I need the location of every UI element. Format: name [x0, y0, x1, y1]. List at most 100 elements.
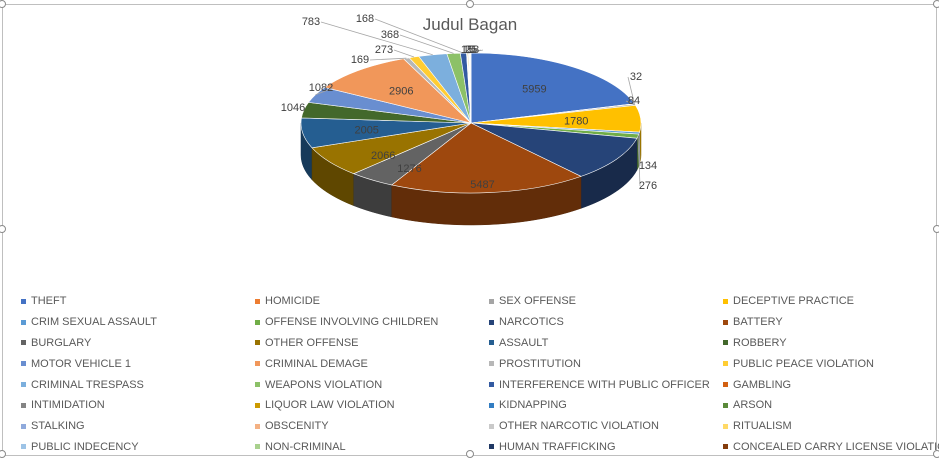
legend-swatch	[255, 299, 260, 304]
legend-item-8[interactable]: BURGLARY	[19, 333, 253, 354]
chart-title: Judul Bagan	[423, 15, 518, 34]
legend-item-0[interactable]: THEFT	[19, 291, 253, 312]
legend-item-29[interactable]: NON-CRIMINAL	[253, 437, 487, 458]
legend-label: ROBBERY	[733, 337, 787, 349]
legend-swatch	[255, 320, 260, 325]
resize-handle-top-center[interactable]	[466, 0, 474, 8]
data-label-2: 84	[628, 95, 640, 107]
legend-label: MOTOR VEHICLE 1	[31, 358, 131, 370]
legend-item-18[interactable]: INTERFERENCE WITH PUBLIC OFFICER	[487, 374, 721, 395]
legend-label: CRIMINAL DEMAGE	[265, 358, 368, 370]
legend-label: BATTERY	[733, 316, 783, 328]
legend-swatch	[21, 320, 26, 325]
data-label-11: 1046	[281, 102, 305, 114]
pie-chart: Judul Bagan 5959328417801342765487127620…	[3, 5, 938, 295]
legend-label: CRIM SEXUAL ASSAULT	[31, 316, 157, 328]
legend-label: LIQUOR LAW VIOLATION	[265, 399, 395, 411]
legend-item-9[interactable]: OTHER OFFENSE	[253, 333, 487, 354]
data-label-9: 2066	[371, 150, 395, 162]
resize-handle-bottom-left[interactable]	[0, 450, 6, 458]
pie-top	[301, 53, 641, 193]
legend-label: WEAPONS VIOLATION	[265, 379, 382, 391]
legend-swatch	[489, 340, 494, 345]
legend-item-28[interactable]: PUBLIC INDECENCY	[19, 437, 253, 458]
legend-item-23[interactable]: ARSON	[721, 395, 939, 416]
data-label-12: 1082	[309, 82, 333, 94]
data-label-16: 783	[302, 16, 320, 28]
legend-label: NON-CRIMINAL	[265, 441, 346, 453]
legend-swatch	[489, 382, 494, 387]
legend-item-19[interactable]: GAMBLING	[721, 374, 939, 395]
legend-item-7[interactable]: BATTERY	[721, 312, 939, 333]
legend-swatch	[489, 320, 494, 325]
legend-item-12[interactable]: MOTOR VEHICLE 1	[19, 353, 253, 374]
legend-swatch	[489, 299, 494, 304]
leader-line-17	[400, 35, 454, 53]
legend-swatch	[723, 320, 728, 325]
legend-swatch	[255, 444, 260, 449]
resize-handle-bottom-center[interactable]	[466, 450, 474, 458]
legend-label: CRIMINAL TRESPASS	[31, 379, 144, 391]
legend-label: DECEPTIVE PRACTICE	[733, 295, 854, 307]
legend-item-26[interactable]: OTHER NARCOTIC VIOLATION	[487, 416, 721, 437]
legend-item-30[interactable]: HUMAN TRAFFICKING	[487, 437, 721, 458]
legend-item-15[interactable]: PUBLIC PEACE VIOLATION	[721, 353, 939, 374]
legend-swatch	[21, 382, 26, 387]
legend-item-16[interactable]: CRIMINAL TRESPASS	[19, 374, 253, 395]
legend-item-27[interactable]: RITUALISM	[721, 416, 939, 437]
legend-label: NARCOTICS	[499, 316, 564, 328]
legend-item-14[interactable]: PROSTITUTION	[487, 353, 721, 374]
resize-handle-bottom-right[interactable]	[933, 450, 939, 458]
legend-item-13[interactable]: CRIMINAL DEMAGE	[253, 353, 487, 374]
legend-label: OTHER NARCOTIC VIOLATION	[499, 420, 659, 432]
legend-item-10[interactable]: ASSAULT	[487, 333, 721, 354]
data-label-3: 1780	[564, 115, 588, 127]
legend-item-6[interactable]: NARCOTICS	[487, 312, 721, 333]
legend-item-11[interactable]: ROBBERY	[721, 333, 939, 354]
data-label-4: 134	[639, 160, 657, 172]
legend-item-22[interactable]: KIDNAPPING	[487, 395, 721, 416]
legend-item-31[interactable]: CONCEALED CARRY LICENSE VIOLATION	[721, 437, 939, 458]
legend-swatch	[255, 382, 260, 387]
legend-label: PUBLIC INDECENCY	[31, 441, 139, 453]
legend-item-5[interactable]: OFFENSE INVOLVING CHILDREN	[253, 312, 487, 333]
legend-item-24[interactable]: STALKING	[19, 416, 253, 437]
legend-swatch	[723, 403, 728, 408]
legend-item-17[interactable]: WEAPONS VIOLATION	[253, 374, 487, 395]
data-label-14: 169	[351, 54, 369, 66]
legend-item-25[interactable]: OBSCENITY	[253, 416, 487, 437]
legend-swatch	[21, 361, 26, 366]
legend-label: OBSCENITY	[265, 420, 329, 432]
legend-label: ASSAULT	[499, 337, 548, 349]
legend-item-1[interactable]: HOMICIDE	[253, 291, 487, 312]
leader-line-15	[394, 50, 414, 57]
legend-label: ARSON	[733, 399, 772, 411]
legend-label: GAMBLING	[733, 379, 791, 391]
legend-swatch	[21, 340, 26, 345]
resize-handle-top-right[interactable]	[933, 0, 939, 8]
legend-label: OFFENSE INVOLVING CHILDREN	[265, 316, 438, 328]
legend-swatch	[723, 424, 728, 429]
legend-label: HOMICIDE	[265, 295, 320, 307]
legend-item-21[interactable]: LIQUOR LAW VIOLATION	[253, 395, 487, 416]
resize-handle-middle-right[interactable]	[933, 225, 939, 233]
data-label-22: 18	[467, 44, 479, 56]
legend-label: KIDNAPPING	[499, 399, 567, 411]
legend-swatch	[489, 444, 494, 449]
legend-swatch	[723, 382, 728, 387]
legend-swatch	[21, 424, 26, 429]
legend-item-2[interactable]: SEX OFFENSE	[487, 291, 721, 312]
data-label-0: 5959	[522, 83, 546, 95]
legend-swatch	[723, 299, 728, 304]
legend-item-20[interactable]: INTIMIDATION	[19, 395, 253, 416]
legend-item-3[interactable]: DECEPTIVE PRACTICE	[721, 291, 939, 312]
legend-swatch	[255, 361, 260, 366]
data-label-5: 276	[639, 180, 657, 192]
legend-label: OTHER OFFENSE	[265, 337, 359, 349]
chart-legend: THEFT HOMICIDE SEX OFFENSE DECEPTIVE PRACTI…	[19, 291, 934, 459]
legend-swatch	[255, 403, 260, 408]
legend-swatch	[21, 299, 26, 304]
legend-item-4[interactable]: CRIM SEXUAL ASSAULT	[19, 312, 253, 333]
